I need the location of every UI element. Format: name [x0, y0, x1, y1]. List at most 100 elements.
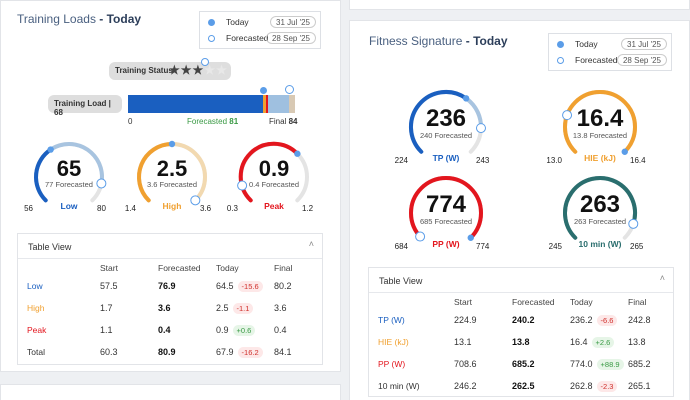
table-header-final: Final	[628, 297, 647, 307]
gauge-max: 774	[476, 241, 490, 251]
table-cell-forecasted: 685.2	[512, 359, 535, 369]
gauge-value: 16.4	[576, 104, 624, 132]
today-date-badge: 31 Jul '25	[270, 16, 316, 28]
training-loads-legend: Today 31 Jul '25 Forecasted 28 Sep '25	[199, 11, 321, 49]
table-cell-start: 708.6	[454, 359, 477, 369]
training-status-stars: ★★★★★	[169, 63, 228, 77]
table-header-today: Today	[570, 297, 593, 307]
gauge-name: Peak	[264, 201, 284, 212]
gauge-name: TP (W)	[432, 152, 460, 163]
legend-forecast-row: Forecasted 28 Sep '25	[557, 54, 667, 68]
fitness-signature-card: Fitness Signature - Today Today 31 Jul '…	[349, 20, 690, 400]
gauge-forecast-marker-icon	[415, 231, 426, 242]
table-cell-start: 57.5	[100, 281, 118, 291]
chevron-up-icon[interactable]: ˄	[308, 239, 314, 249]
table-divider	[18, 258, 322, 259]
training-load-today-segment	[128, 95, 264, 113]
table-cell-start: 1.1	[100, 325, 113, 335]
table-header-start: Start	[454, 297, 472, 307]
table-row-name: Low	[27, 281, 43, 291]
gauge-forecast-marker-icon	[475, 123, 486, 134]
gauge-today-arc	[408, 90, 469, 154]
gauge-max: 16.4	[630, 155, 646, 165]
table-cell-final: 13.8	[628, 337, 646, 347]
gauge-today-marker-icon	[621, 148, 628, 155]
delta-badge: +88.9	[596, 359, 624, 370]
gauge-today-marker-icon	[294, 150, 301, 157]
training-loads-card: Training Loads - Today Today 31 Jul '25 …	[0, 0, 341, 372]
table-row-name: PP (W)	[378, 359, 406, 369]
bottom-left-card-edge	[0, 384, 341, 400]
legend-today-row: Today 31 Jul '25	[208, 16, 316, 30]
legend-today-row: Today 31 Jul '25	[557, 38, 667, 52]
gauge-value: 774	[425, 190, 467, 218]
star-icon: ★	[204, 63, 217, 77]
gauge-today-marker-icon	[467, 234, 474, 241]
table-row-name: 10 min (W)	[378, 381, 420, 391]
gauge-today-marker-icon	[47, 146, 54, 153]
star-icon: ★	[169, 63, 181, 77]
gauge-high: 2.5 3.6 Forecasted High 1.4 3.6	[125, 139, 212, 221]
training-load-today-marker-icon	[260, 87, 268, 94]
gauge-today-arc	[137, 142, 174, 203]
fitness-signature-table-view: Table View ˄ Start Forecasted Today Final TP (…	[368, 267, 674, 397]
table-view-title: Table View	[28, 242, 72, 252]
table-header-forecasted: Forecasted	[512, 297, 555, 307]
gauge-min: 0.3	[226, 204, 238, 214]
gauge-today-arc	[563, 176, 637, 240]
table-cell-forecasted: 80.9	[158, 347, 176, 357]
training-load-forecast: Forecasted 81	[187, 117, 239, 126]
table-header-today: Today	[216, 263, 239, 273]
gauge-arc	[563, 176, 639, 240]
gauge-forecast-label: 3.6 Forecasted	[146, 179, 198, 189]
table-cell-today: 774.0 +88.9	[570, 359, 624, 370]
gauge-forecast-marker-icon	[237, 180, 248, 191]
gauge-value: 236	[425, 104, 467, 132]
gauge-max: 265	[630, 241, 644, 251]
gauge-today-arc	[34, 147, 53, 203]
gauge-today-arc	[409, 176, 483, 240]
gauge-arc	[237, 141, 309, 203]
gauge-value: 263	[579, 190, 621, 218]
chevron-up-icon[interactable]: ˄	[659, 273, 665, 283]
gauge-forecast-label: 240 Forecasted	[419, 130, 473, 140]
table-cell-forecasted: 13.8	[512, 337, 530, 347]
fitness-signature-legend: Today 31 Jul '25 Forecasted 28 Sep '25	[548, 33, 672, 71]
star-icon: ★	[180, 63, 193, 77]
forecast-dot-icon	[557, 57, 564, 64]
gauge-min: 684	[394, 241, 408, 251]
training-loads-table-view: Table View ˄ Start Forecasted Today Final Low 5…	[17, 233, 323, 365]
table-cell-final: 80.2	[274, 281, 292, 291]
delta-badge: -16.2	[237, 347, 263, 358]
gauge-arc	[34, 142, 107, 203]
table-cell-final: 84.1	[274, 347, 292, 357]
table-row-name: Peak	[27, 325, 47, 335]
gauge-forecast-label: 685 Forecasted	[419, 216, 473, 226]
delta-badge: +2.6	[591, 337, 615, 348]
forecast-date-badge: 28 Sep '25	[265, 32, 316, 44]
gauge-arc	[562, 90, 637, 155]
gauge-name: High	[162, 201, 182, 212]
gauge-min: 245	[548, 241, 562, 251]
today-date-badge: 31 Jul '25	[621, 38, 667, 50]
star-icon: ★	[216, 63, 228, 77]
table-cell-today: 64.5 -15.6	[216, 281, 263, 292]
training-loads-title: Training Loads - Today	[17, 12, 142, 26]
table-cell-final: 3.6	[274, 303, 287, 313]
gauge-name: Low	[60, 201, 78, 212]
training-load-red-marker	[266, 95, 269, 113]
gauge-arc	[408, 90, 486, 154]
gauge-forecast-label: 13.8 Forecasted	[572, 130, 628, 140]
delta-badge: -6.6	[596, 315, 618, 326]
table-row-name: HIE (kJ)	[378, 337, 409, 347]
table-cell-today: 262.8 -2.3	[570, 381, 618, 392]
table-cell-start: 246.2	[454, 381, 477, 391]
gauge-hie: 16.4 13.8 Forecasted HIE (kJ) 13.0 16.4	[546, 87, 646, 171]
table-cell-forecasted: 3.6	[158, 303, 171, 313]
gauge-value: 2.5	[156, 155, 188, 181]
table-cell-start: 1.7	[100, 303, 113, 313]
table-cell-today: 67.9 -16.2	[216, 347, 263, 358]
today-dot-icon	[208, 19, 215, 26]
training-load-final-segment	[288, 95, 295, 113]
gauge-value: 0.9	[258, 155, 290, 181]
